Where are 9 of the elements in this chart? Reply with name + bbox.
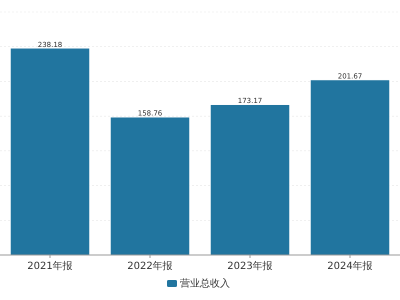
x-tick-label: 2022年报 — [127, 260, 173, 272]
bar — [110, 116, 190, 256]
x-tick-label: 2023年报 — [227, 260, 273, 272]
x-tick-label: 2024年报 — [327, 260, 373, 272]
bar — [310, 80, 390, 256]
bar — [210, 104, 290, 256]
legend: 营业总收入 — [167, 278, 230, 290]
bar — [10, 48, 90, 256]
x-tick-label: 2021年报 — [27, 260, 73, 272]
